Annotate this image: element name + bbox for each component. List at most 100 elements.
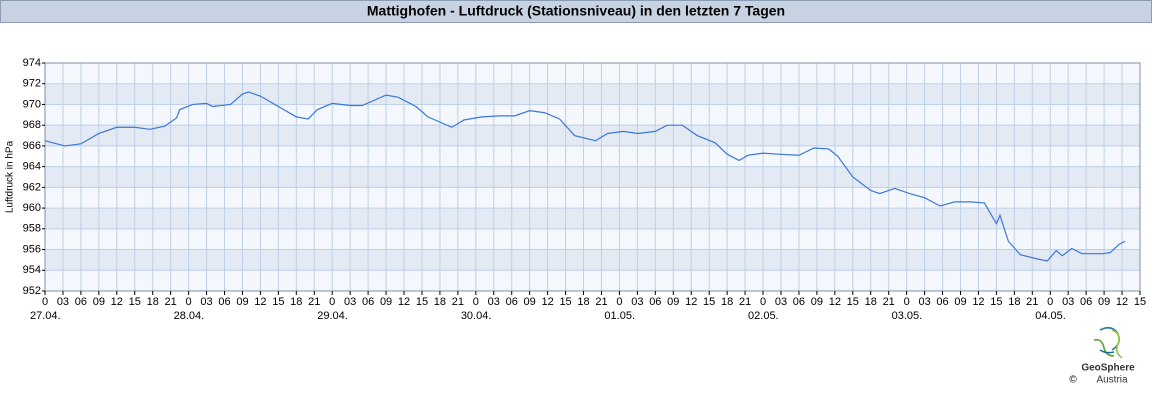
line xyxy=(44,91,1126,262)
brand: GeoSphere xyxy=(1081,363,1135,374)
x-tick-label: 06 xyxy=(649,296,661,308)
x-tick-label: 15 xyxy=(990,296,1002,308)
x-tick-label: 15 xyxy=(272,296,284,308)
x-tick-label: 0 xyxy=(904,296,910,308)
x-tick-label: 09 xyxy=(954,296,966,308)
x-tick-label: 18 xyxy=(577,296,589,308)
logo xyxy=(1093,326,1123,359)
x-tick-label: 0 xyxy=(760,296,766,308)
x-tick-label: 21 xyxy=(308,296,320,308)
x-tick-label: 09 xyxy=(380,296,392,308)
day-label: 01.05. xyxy=(604,310,635,322)
x-tick-label: 21 xyxy=(595,296,607,308)
x-tick-label: 12 xyxy=(685,296,697,308)
x-tick-label: 0 xyxy=(42,296,48,308)
band xyxy=(45,83,1140,105)
brand-country: Austria xyxy=(1096,375,1128,386)
day-label: 04.05. xyxy=(1035,310,1066,322)
x-tick-label: 03 xyxy=(344,296,356,308)
y-tick-label: 962 xyxy=(23,181,41,193)
y-tick-label: 954 xyxy=(23,264,41,276)
band xyxy=(45,208,1140,229)
day-label: 27.04. xyxy=(30,310,61,322)
x-tick-label: 0 xyxy=(473,296,479,308)
band xyxy=(45,228,1140,250)
x-tick-label: 03 xyxy=(1062,296,1074,308)
y-tick-label: 968 xyxy=(23,119,41,131)
x-tick-label: 09 xyxy=(667,296,679,308)
band xyxy=(45,270,1140,291)
x-tick-label: 03 xyxy=(918,296,930,308)
y-tick-label: 960 xyxy=(23,202,41,214)
day-label: 29.04. xyxy=(317,310,348,322)
band xyxy=(45,249,1140,271)
x-tick-label: 03 xyxy=(631,296,643,308)
x-tick-label: 06 xyxy=(218,296,230,308)
x-tick-label: 18 xyxy=(721,296,733,308)
chart-title: Mattighofen - Luftdruck (Stationsniveau)… xyxy=(367,3,785,19)
y-axis-label: Luftdruck in hPa xyxy=(5,140,16,213)
x-tick-label: 15 xyxy=(416,296,428,308)
x-tick-label: 0 xyxy=(616,296,622,308)
x-tick-label: 18 xyxy=(290,296,302,308)
day-label: 30.04. xyxy=(461,310,492,322)
x-tick-label: 12 xyxy=(398,296,410,308)
x-tick-label: 18 xyxy=(1008,296,1020,308)
x-tick-label: 18 xyxy=(147,296,159,308)
band xyxy=(45,145,1140,167)
y-tick-label: 952 xyxy=(23,285,41,297)
x-tick-label: 15 xyxy=(703,296,715,308)
x-tick-label: 21 xyxy=(1026,296,1038,308)
y-tick-label: 956 xyxy=(23,243,41,255)
x-tick-label: 21 xyxy=(739,296,751,308)
x-tick-label: 12 xyxy=(829,296,841,308)
x-tick-label: 06 xyxy=(362,296,374,308)
x-tick-label: 03 xyxy=(488,296,500,308)
x-tick-label: 15 xyxy=(559,296,571,308)
x-tick-label: 12 xyxy=(254,296,266,308)
day-label: 02.05. xyxy=(748,310,779,322)
band xyxy=(45,125,1140,146)
y-tick-label: 970 xyxy=(23,98,41,110)
x-tick-label: 06 xyxy=(793,296,805,308)
x-tick-label: 21 xyxy=(165,296,177,308)
x-tick-label: 12 xyxy=(972,296,984,308)
y-tick-label: 974 xyxy=(23,57,41,69)
day-label: 03.05. xyxy=(892,310,923,322)
x-tick-label: 09 xyxy=(524,296,536,308)
x-tick-label: 21 xyxy=(883,296,895,308)
x-tick-label: 06 xyxy=(936,296,948,308)
x-tick-label: 06 xyxy=(506,296,518,308)
y-tick-label: 958 xyxy=(23,223,41,235)
y-tick-label: 964 xyxy=(23,161,41,173)
x-tick-label: 0 xyxy=(1047,296,1053,308)
band xyxy=(45,166,1140,188)
x-tick-label: 0 xyxy=(329,296,335,308)
copyright: © xyxy=(1069,375,1077,386)
x-tick-label: 12 xyxy=(541,296,553,308)
day-label: 28.04. xyxy=(174,310,205,322)
x-tick-label: 09 xyxy=(236,296,248,308)
band xyxy=(45,63,1140,84)
x-tick-label: 09 xyxy=(811,296,823,308)
y-tick-label: 966 xyxy=(23,140,41,152)
x-tick-label: 03 xyxy=(57,296,69,308)
band xyxy=(45,104,1140,126)
x-tick-label: 03 xyxy=(775,296,787,308)
x-tick-label: 09 xyxy=(1098,296,1110,308)
x-tick-label: 0 xyxy=(186,296,192,308)
x-tick-label: 15 xyxy=(1134,296,1146,308)
plot-frame xyxy=(44,62,1141,292)
x-tick-label: 12 xyxy=(1116,296,1128,308)
y-tick-label: 972 xyxy=(23,78,41,90)
x-tick-label: 06 xyxy=(75,296,87,308)
x-tick-label: 12 xyxy=(111,296,123,308)
x-tick-label: 06 xyxy=(1080,296,1092,308)
x-tick-label: 18 xyxy=(865,296,877,308)
x-tick-label: 03 xyxy=(200,296,212,308)
x-tick-label: 15 xyxy=(847,296,859,308)
x-tick-label: 09 xyxy=(93,296,105,308)
x-tick-label: 21 xyxy=(452,296,464,308)
band xyxy=(45,187,1140,209)
